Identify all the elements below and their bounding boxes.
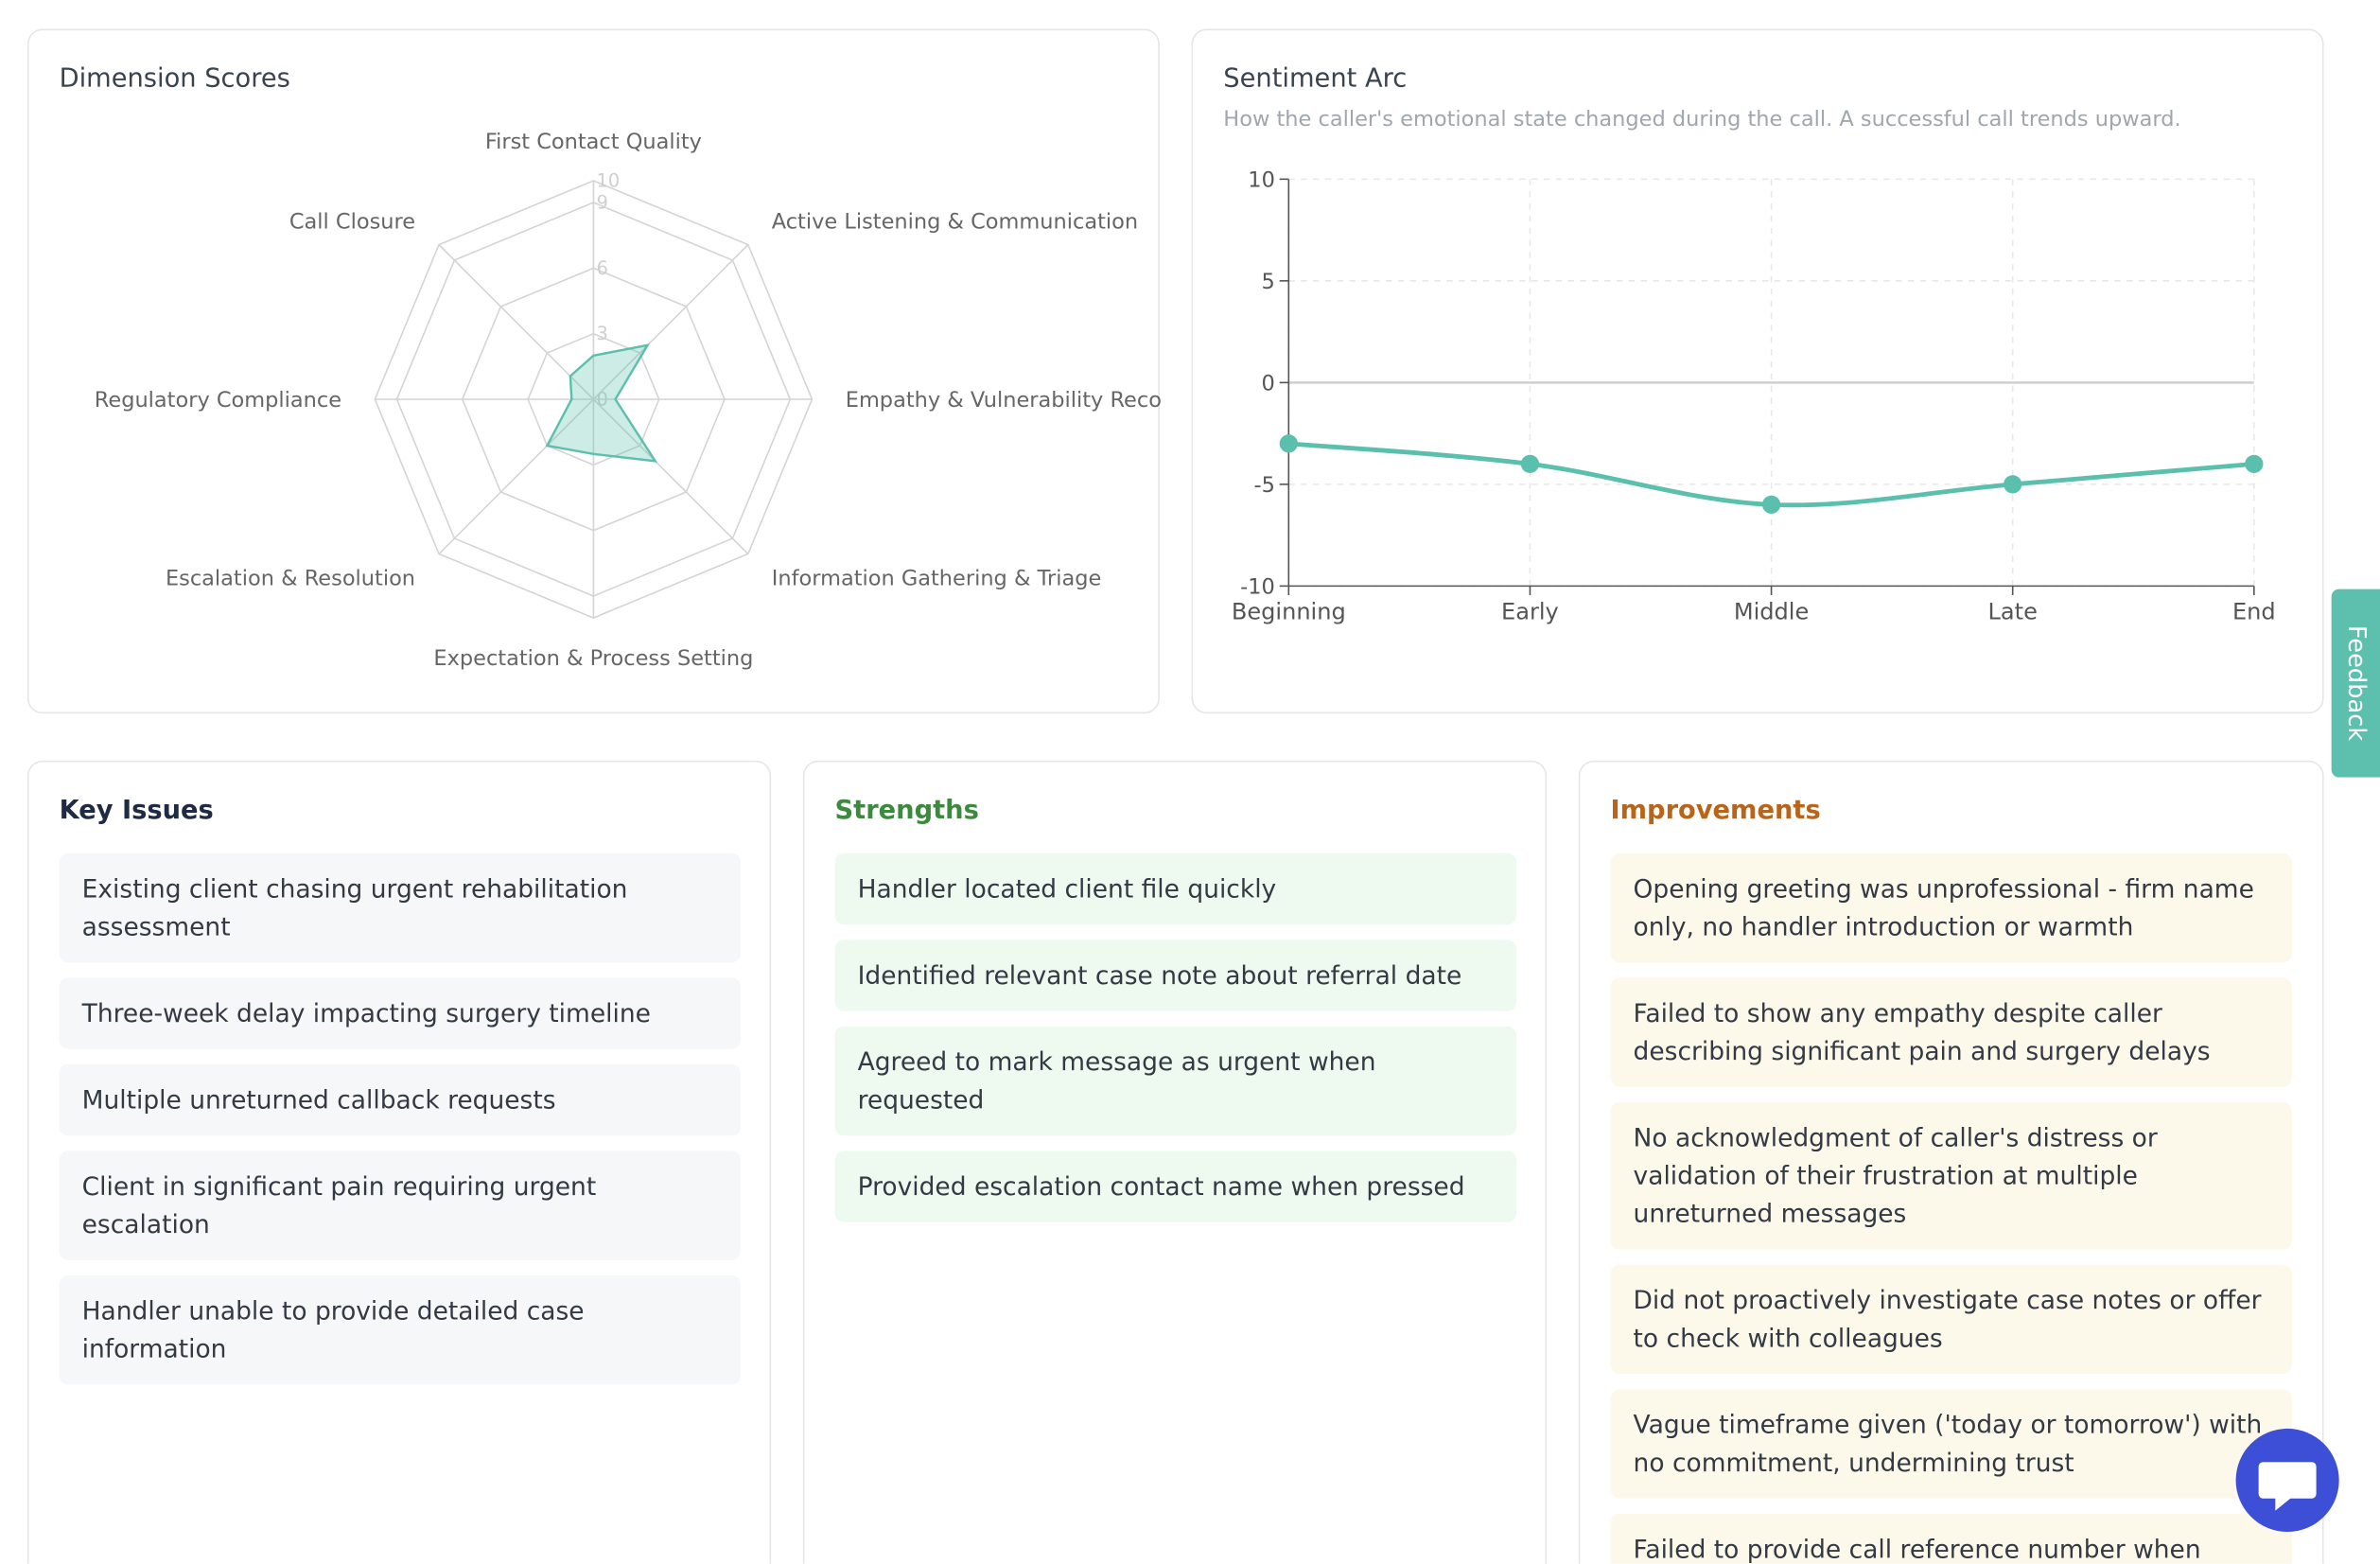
list-item: No acknowledgment of caller's distress o…	[1610, 1101, 2292, 1250]
y-tick-label: 5	[1262, 270, 1275, 294]
axis-label: Active Listening & Communication	[772, 210, 1138, 235]
panel-title: Sentiment Arc	[1223, 63, 1408, 95]
y-tick-label: -10	[1240, 574, 1275, 599]
list: Handler located client file quickly Ident…	[834, 852, 1516, 1238]
y-tick-label: -5	[1253, 473, 1274, 498]
spoke	[592, 244, 749, 400]
spoke	[438, 244, 594, 400]
list-title: Key Issues	[59, 795, 214, 826]
list-item: Provided escalation contact name when pr…	[834, 1151, 1516, 1222]
list-panel: Improvements Opening greeting was unprof…	[1578, 760, 2324, 1564]
line-panel: Sentiment Arc How the caller's emotional…	[1191, 28, 2324, 714]
feedback-label: Feedback	[2342, 624, 2372, 742]
list-title: Improvements	[1610, 795, 1821, 826]
chat-icon	[2258, 1462, 2317, 1511]
r-tick-label: 3	[597, 323, 608, 344]
list-item: Identified relevant case note about refe…	[834, 940, 1516, 1011]
r-tick-label: 6	[597, 257, 608, 279]
radar-panel: Dimension Scores 0 3 6 9 10 First Contact Qua…	[26, 28, 1162, 714]
spoke	[592, 398, 749, 554]
x-tick-label: End	[2232, 599, 2276, 625]
sentiment-point	[2004, 475, 2022, 494]
chat-button[interactable]	[2235, 1428, 2339, 1533]
list: Existing client chasing urgent rehabilit…	[59, 852, 742, 1400]
feedback-tab[interactable]: Feedback	[2331, 589, 2380, 778]
x-tick-label: Late	[1988, 599, 2038, 625]
list-item: Failed to provide call reference number …	[1610, 1513, 2292, 1564]
list-item: Opening greeting was unprofessional - fi…	[1610, 852, 2292, 963]
list-item: Handler unable to provide detailed case …	[59, 1274, 742, 1385]
x-tick-label: Middle	[1734, 599, 1809, 625]
x-tick-label: Early	[1501, 599, 1559, 625]
list-item: Multiple unreturned callback requests	[59, 1063, 742, 1136]
line-chart: -10 -5 0 5 10 Beginning Early Middle Late End	[1232, 167, 2276, 625]
axis-label: First Contact Quality	[485, 130, 702, 154]
axis-label: Escalation & Resolution	[166, 566, 415, 590]
panel-subtitle: How the caller's emotional state changed…	[1223, 107, 2181, 132]
list-title: Strengths	[834, 795, 979, 826]
axis-label: Information Gathering & Triage	[772, 566, 1102, 590]
r-tick-label: 9	[597, 191, 608, 213]
y-tick-label: 0	[1262, 371, 1275, 395]
list-item: Agreed to mark message as urgent when re…	[834, 1026, 1516, 1136]
list: Opening greeting was unprofessional - fi…	[1610, 852, 2292, 1564]
axis-label: Empathy & Vulnerability Recog	[846, 388, 1162, 413]
axis-label: Expectation & Process Setting	[433, 646, 753, 671]
spoke	[438, 398, 594, 554]
list-item: Did not proactively investigate case not…	[1610, 1264, 2292, 1375]
axis-label: Regulatory Compliance	[95, 388, 341, 413]
list-item: Handler located client file quickly	[834, 852, 1516, 925]
panel-title: Dimension Scores	[59, 63, 290, 95]
axis-label: Call Closure	[289, 210, 415, 235]
list-item: Failed to show any empathy despite calle…	[1610, 977, 2292, 1087]
list-panel: Key Issues Existing client chasing urgen…	[26, 760, 772, 1564]
y-tick-label: 10	[1248, 167, 1275, 192]
list-item: Three-week delay impacting surgery timel…	[59, 977, 742, 1049]
r-tick-label: 10	[597, 169, 621, 191]
sentiment-point	[2245, 454, 2264, 473]
list-item: Existing client chasing urgent rehabilit…	[59, 852, 742, 963]
score-area	[545, 343, 658, 463]
sentiment-point	[1279, 434, 1298, 453]
sentiment-point	[1761, 495, 1781, 514]
x-tick-label: Beginning	[1232, 599, 1346, 625]
list-panel: Strengths Handler located client file qu…	[802, 760, 1548, 1564]
list-item: Client in significant pain requiring urg…	[59, 1151, 742, 1260]
sentiment-point	[1520, 454, 1540, 473]
list-item: Vague timeframe given ('today or tomorro…	[1610, 1389, 2292, 1499]
